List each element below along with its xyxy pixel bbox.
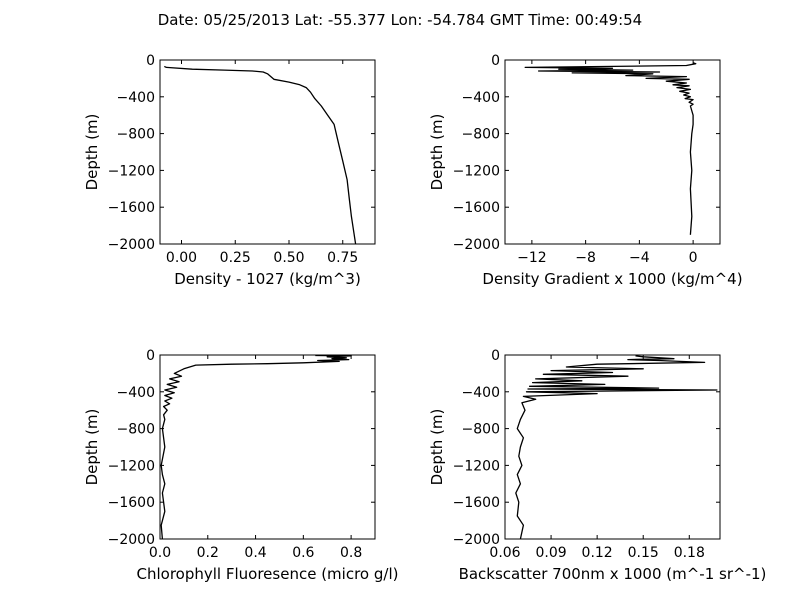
chlorophyll-x-tick-label: 0.0 [149,545,171,561]
density-x-tick-label: 0.25 [220,250,251,266]
backscatter-x-tick-label: 0.09 [535,545,566,561]
backscatter-y-tick-label: 0 [491,348,500,364]
density-y-tick-label: −2000 [108,237,155,253]
backscatter-y-tick-label: −800 [462,422,500,438]
density-gradient-y-tick-label: −1600 [453,200,500,216]
chlorophyll-y-tick-label: 0 [146,348,155,364]
backscatter-x-axis-label: Backscatter 700nm x 1000 (m^-1 sr^-1) [459,565,767,583]
density-chart: 0.00 0.25 0.50 0.75 0 −400 −800 −1200 −1600 −2000… [83,53,376,288]
density-y-axis-label: Depth (m) [83,114,101,191]
density-y-tick-label: −800 [117,127,155,143]
density-x-tick-label: 0.75 [327,250,358,266]
density-y-tick-label: −1600 [108,200,155,216]
chlorophyll-y-tick-label: −1200 [108,458,155,474]
backscatter-y-axis-label: Depth (m) [428,409,446,486]
density-y-tick-label: 0 [146,53,155,69]
chlorophyll-x-tick-label: 0.8 [340,545,362,561]
density-gradient-y-tick-label: −400 [462,90,500,106]
chlorophyll-y-tick-label: −2000 [108,532,155,548]
backscatter-chart: 0.06 0.09 0.12 0.15 0.18 0 −400 −800 −1200 −1600 −… [428,348,766,583]
density-gradient-y-axis-label: Depth (m) [428,114,446,191]
backscatter-y-tick-label: −2000 [453,532,500,548]
chlorophyll-y-tick-label: −1600 [108,495,155,511]
backscatter-x-tick-label: 0.12 [582,545,613,561]
chlorophyll-y-tick-label: −800 [117,422,155,438]
chlorophyll-x-axis-label: Chlorophyll Fluoresence (micro g/l) [137,565,399,583]
density-x-axis-label: Density - 1027 (kg/m^3) [174,270,361,288]
backscatter-y-tick-label: −1600 [453,495,500,511]
density-y-tick-label: −1200 [108,163,155,179]
chlorophyll-chart: 0.0 0.2 0.4 0.6 0.8 0 −400 −800 −1200 −1600 −2000 C… [83,348,398,583]
chlorophyll-x-tick-label: 0.4 [244,545,266,561]
density-gradient-y-tick-label: −1200 [453,163,500,179]
density-series-line [164,65,357,244]
chlorophyll-y-tick-label: −400 [117,385,155,401]
density-gradient-y-tick-label: −800 [462,127,500,143]
chlorophyll-x-tick-label: 0.2 [197,545,219,561]
backscatter-y-tick-label: −400 [462,385,500,401]
chlorophyll-y-axis-label: Depth (m) [83,409,101,486]
backscatter-y-tick-label: −1200 [453,458,500,474]
density-gradient-series-line [524,62,697,235]
density-gradient-axes-frame [504,59,721,245]
density-axes-frame [159,59,376,245]
density-gradient-x-tick-label: −4 [629,250,650,266]
backscatter-x-tick-label: 0.15 [628,545,659,561]
density-gradient-x-tick-label: −12 [517,250,547,266]
figure-title: Date: 05/25/2013 Lat: -55.377 Lon: -54.7… [158,11,642,29]
density-gradient-x-tick-label: −8 [575,250,596,266]
chlorophyll-series-line [160,355,352,539]
density-gradient-y-tick-label: 0 [491,53,500,69]
density-gradient-y-tick-label: −2000 [453,237,500,253]
density-x-tick-label: 0.50 [273,250,304,266]
chlorophyll-axes-frame [159,354,376,540]
chlorophyll-x-tick-label: 0.6 [292,545,314,561]
backscatter-x-tick-label: 0.06 [489,545,520,561]
panels: 0.00 0.25 0.50 0.750−400−800−1200−1600−2000… [83,53,766,583]
density-gradient-x-axis-label: Density Gradient x 1000 (kg/m^4) [482,270,742,288]
backscatter-x-tick-label: 0.18 [674,545,705,561]
density-x-tick-label: 0.00 [166,250,197,266]
backscatter-axes-frame [504,354,721,540]
density-y-tick-label: −400 [117,90,155,106]
backscatter-series-line [515,355,718,539]
density-gradient-x-tick-label: 0 [689,250,698,266]
density-gradient-chart: −12 −8 −4 00−400−800−1200−1600−2000Density … [428,53,743,288]
